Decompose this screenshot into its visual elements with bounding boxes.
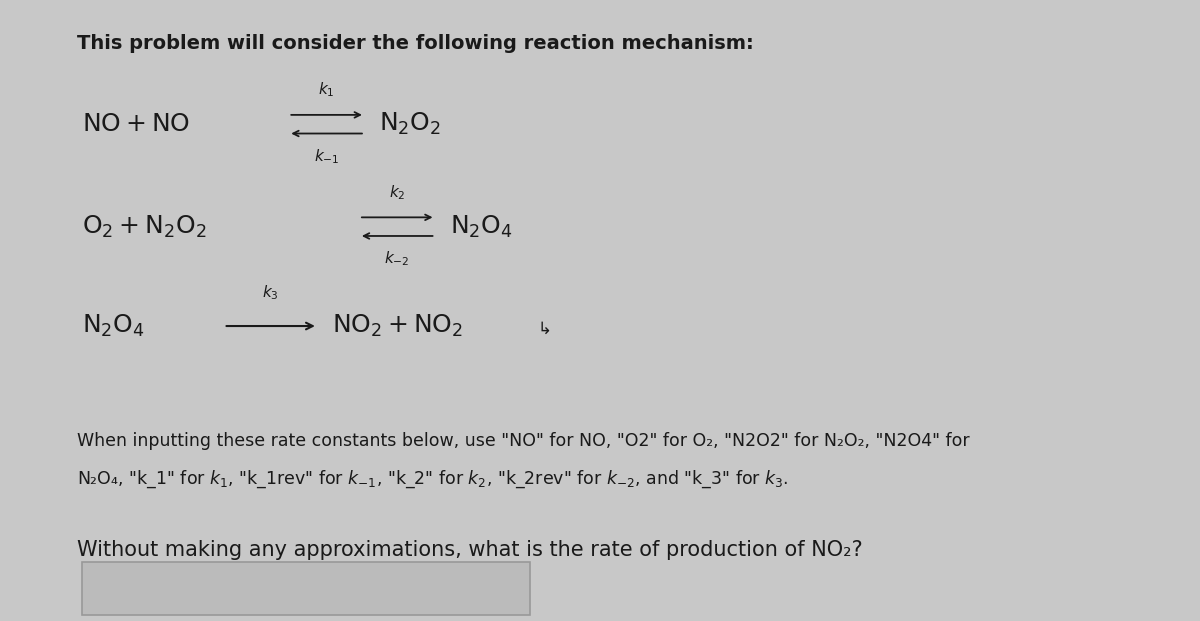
Text: $k_2$: $k_2$ xyxy=(389,183,406,202)
Text: This problem will consider the following reaction mechanism:: This problem will consider the following… xyxy=(77,34,754,53)
Text: When inputting these rate constants below, use "NO" for NO, "O2" for O₂, "N2O2" : When inputting these rate constants belo… xyxy=(77,432,970,450)
Text: $\mathregular{O_2 + N_2O_2}$: $\mathregular{O_2 + N_2O_2}$ xyxy=(83,214,206,240)
Text: $\mathregular{N_2O_4}$: $\mathregular{N_2O_4}$ xyxy=(450,214,512,240)
Text: $\mathregular{N_2O_2}$: $\mathregular{N_2O_2}$ xyxy=(379,111,442,137)
Text: $\mathregular{NO + NO}$: $\mathregular{NO + NO}$ xyxy=(83,112,191,136)
FancyBboxPatch shape xyxy=(83,562,529,615)
Text: ↳: ↳ xyxy=(538,320,552,338)
Text: Without making any approximations, what is the rate of production of NO₂?: Without making any approximations, what … xyxy=(77,540,863,560)
Text: $k_3$: $k_3$ xyxy=(263,284,280,302)
Text: $\mathregular{NO_2 + NO_2}$: $\mathregular{NO_2 + NO_2}$ xyxy=(332,313,463,339)
Text: $k_1$: $k_1$ xyxy=(318,81,335,99)
Text: $k_{-1}$: $k_{-1}$ xyxy=(314,147,340,166)
Text: $k_{-2}$: $k_{-2}$ xyxy=(384,250,410,268)
Text: N₂O₄, "k_1" for $k_1$, "k_1rev" for $k_{-1}$, "k_2" for $k_2$, "k_2rev" for $k_{: N₂O₄, "k_1" for $k_1$, "k_1rev" for $k_{… xyxy=(77,469,788,491)
Text: $\mathregular{N_2O_4}$: $\mathregular{N_2O_4}$ xyxy=(83,313,145,339)
